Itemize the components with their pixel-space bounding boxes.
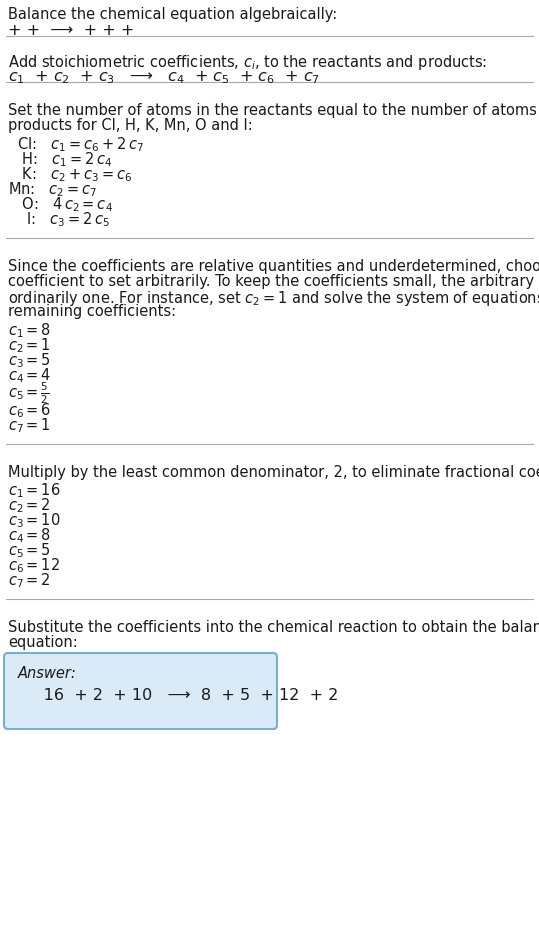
Text: $c_4 = 8$: $c_4 = 8$ (8, 526, 51, 544)
Text: H:   $c_1 = 2\,c_4$: H: $c_1 = 2\,c_4$ (8, 150, 113, 169)
Text: Cl:   $c_1 = c_6 + 2\,c_7$: Cl: $c_1 = c_6 + 2\,c_7$ (8, 134, 144, 154)
Text: $c_3 = 10$: $c_3 = 10$ (8, 511, 60, 529)
Text: Set the number of atoms in the reactants equal to the number of atoms in the: Set the number of atoms in the reactants… (8, 103, 539, 118)
Text: $c_7 = 2$: $c_7 = 2$ (8, 570, 51, 589)
Text: coefficient to set arbitrarily. To keep the coefficients small, the arbitrary va: coefficient to set arbitrarily. To keep … (8, 273, 539, 288)
Text: ordinarily one. For instance, set $c_2 = 1$ and solve the system of equations fo: ordinarily one. For instance, set $c_2 =… (8, 288, 539, 308)
Text: O:   $4\,c_2 = c_4$: O: $4\,c_2 = c_4$ (8, 195, 113, 213)
Text: $c_2 = 1$: $c_2 = 1$ (8, 336, 51, 354)
Text: $c_6 = 12$: $c_6 = 12$ (8, 555, 60, 574)
Text: $c_6 = 6$: $c_6 = 6$ (8, 400, 51, 419)
Text: Answer:: Answer: (18, 666, 77, 680)
Text: $c_3 = 5$: $c_3 = 5$ (8, 350, 51, 369)
Text: $c_2 = 2$: $c_2 = 2$ (8, 495, 51, 514)
FancyBboxPatch shape (4, 654, 277, 730)
Text: 16  + 2  + 10   ⟶  8  + 5  + 12  + 2: 16 + 2 + 10 ⟶ 8 + 5 + 12 + 2 (18, 687, 338, 703)
Text: $c_5 = 5$: $c_5 = 5$ (8, 540, 51, 559)
Text: products for Cl, H, K, Mn, O and I:: products for Cl, H, K, Mn, O and I: (8, 118, 253, 133)
Text: Multiply by the least common denominator, 2, to eliminate fractional coefficient: Multiply by the least common denominator… (8, 464, 539, 479)
Text: Substitute the coefficients into the chemical reaction to obtain the balanced: Substitute the coefficients into the che… (8, 619, 539, 634)
Text: Since the coefficients are relative quantities and underdetermined, choose a: Since the coefficients are relative quan… (8, 259, 539, 273)
Text: I:   $c_3 = 2\,c_5$: I: $c_3 = 2\,c_5$ (8, 210, 110, 228)
Text: Balance the chemical equation algebraically:: Balance the chemical equation algebraica… (8, 7, 337, 22)
Text: $c_1 = 16$: $c_1 = 16$ (8, 480, 60, 499)
Text: equation:: equation: (8, 634, 78, 649)
Text: + +  ⟶  + + +: + + ⟶ + + + (8, 23, 134, 38)
Text: $c_7 = 1$: $c_7 = 1$ (8, 415, 51, 434)
Text: remaining coefficients:: remaining coefficients: (8, 304, 176, 319)
Text: Mn:   $c_2 = c_7$: Mn: $c_2 = c_7$ (8, 180, 98, 198)
Text: $c_1$  + $c_2$  + $c_3$   ⟶   $c_4$  + $c_5$  + $c_6$  + $c_7$: $c_1$ + $c_2$ + $c_3$ ⟶ $c_4$ + $c_5$ + … (8, 69, 320, 85)
Text: $c_1 = 8$: $c_1 = 8$ (8, 321, 51, 339)
Text: Add stoichiometric coefficients, $c_i$, to the reactants and products:: Add stoichiometric coefficients, $c_i$, … (8, 53, 487, 72)
Text: K:   $c_2 + c_3 = c_6$: K: $c_2 + c_3 = c_6$ (8, 165, 132, 184)
Text: $c_5 = \frac{5}{2}$: $c_5 = \frac{5}{2}$ (8, 381, 50, 406)
Text: $c_4 = 4$: $c_4 = 4$ (8, 365, 51, 385)
